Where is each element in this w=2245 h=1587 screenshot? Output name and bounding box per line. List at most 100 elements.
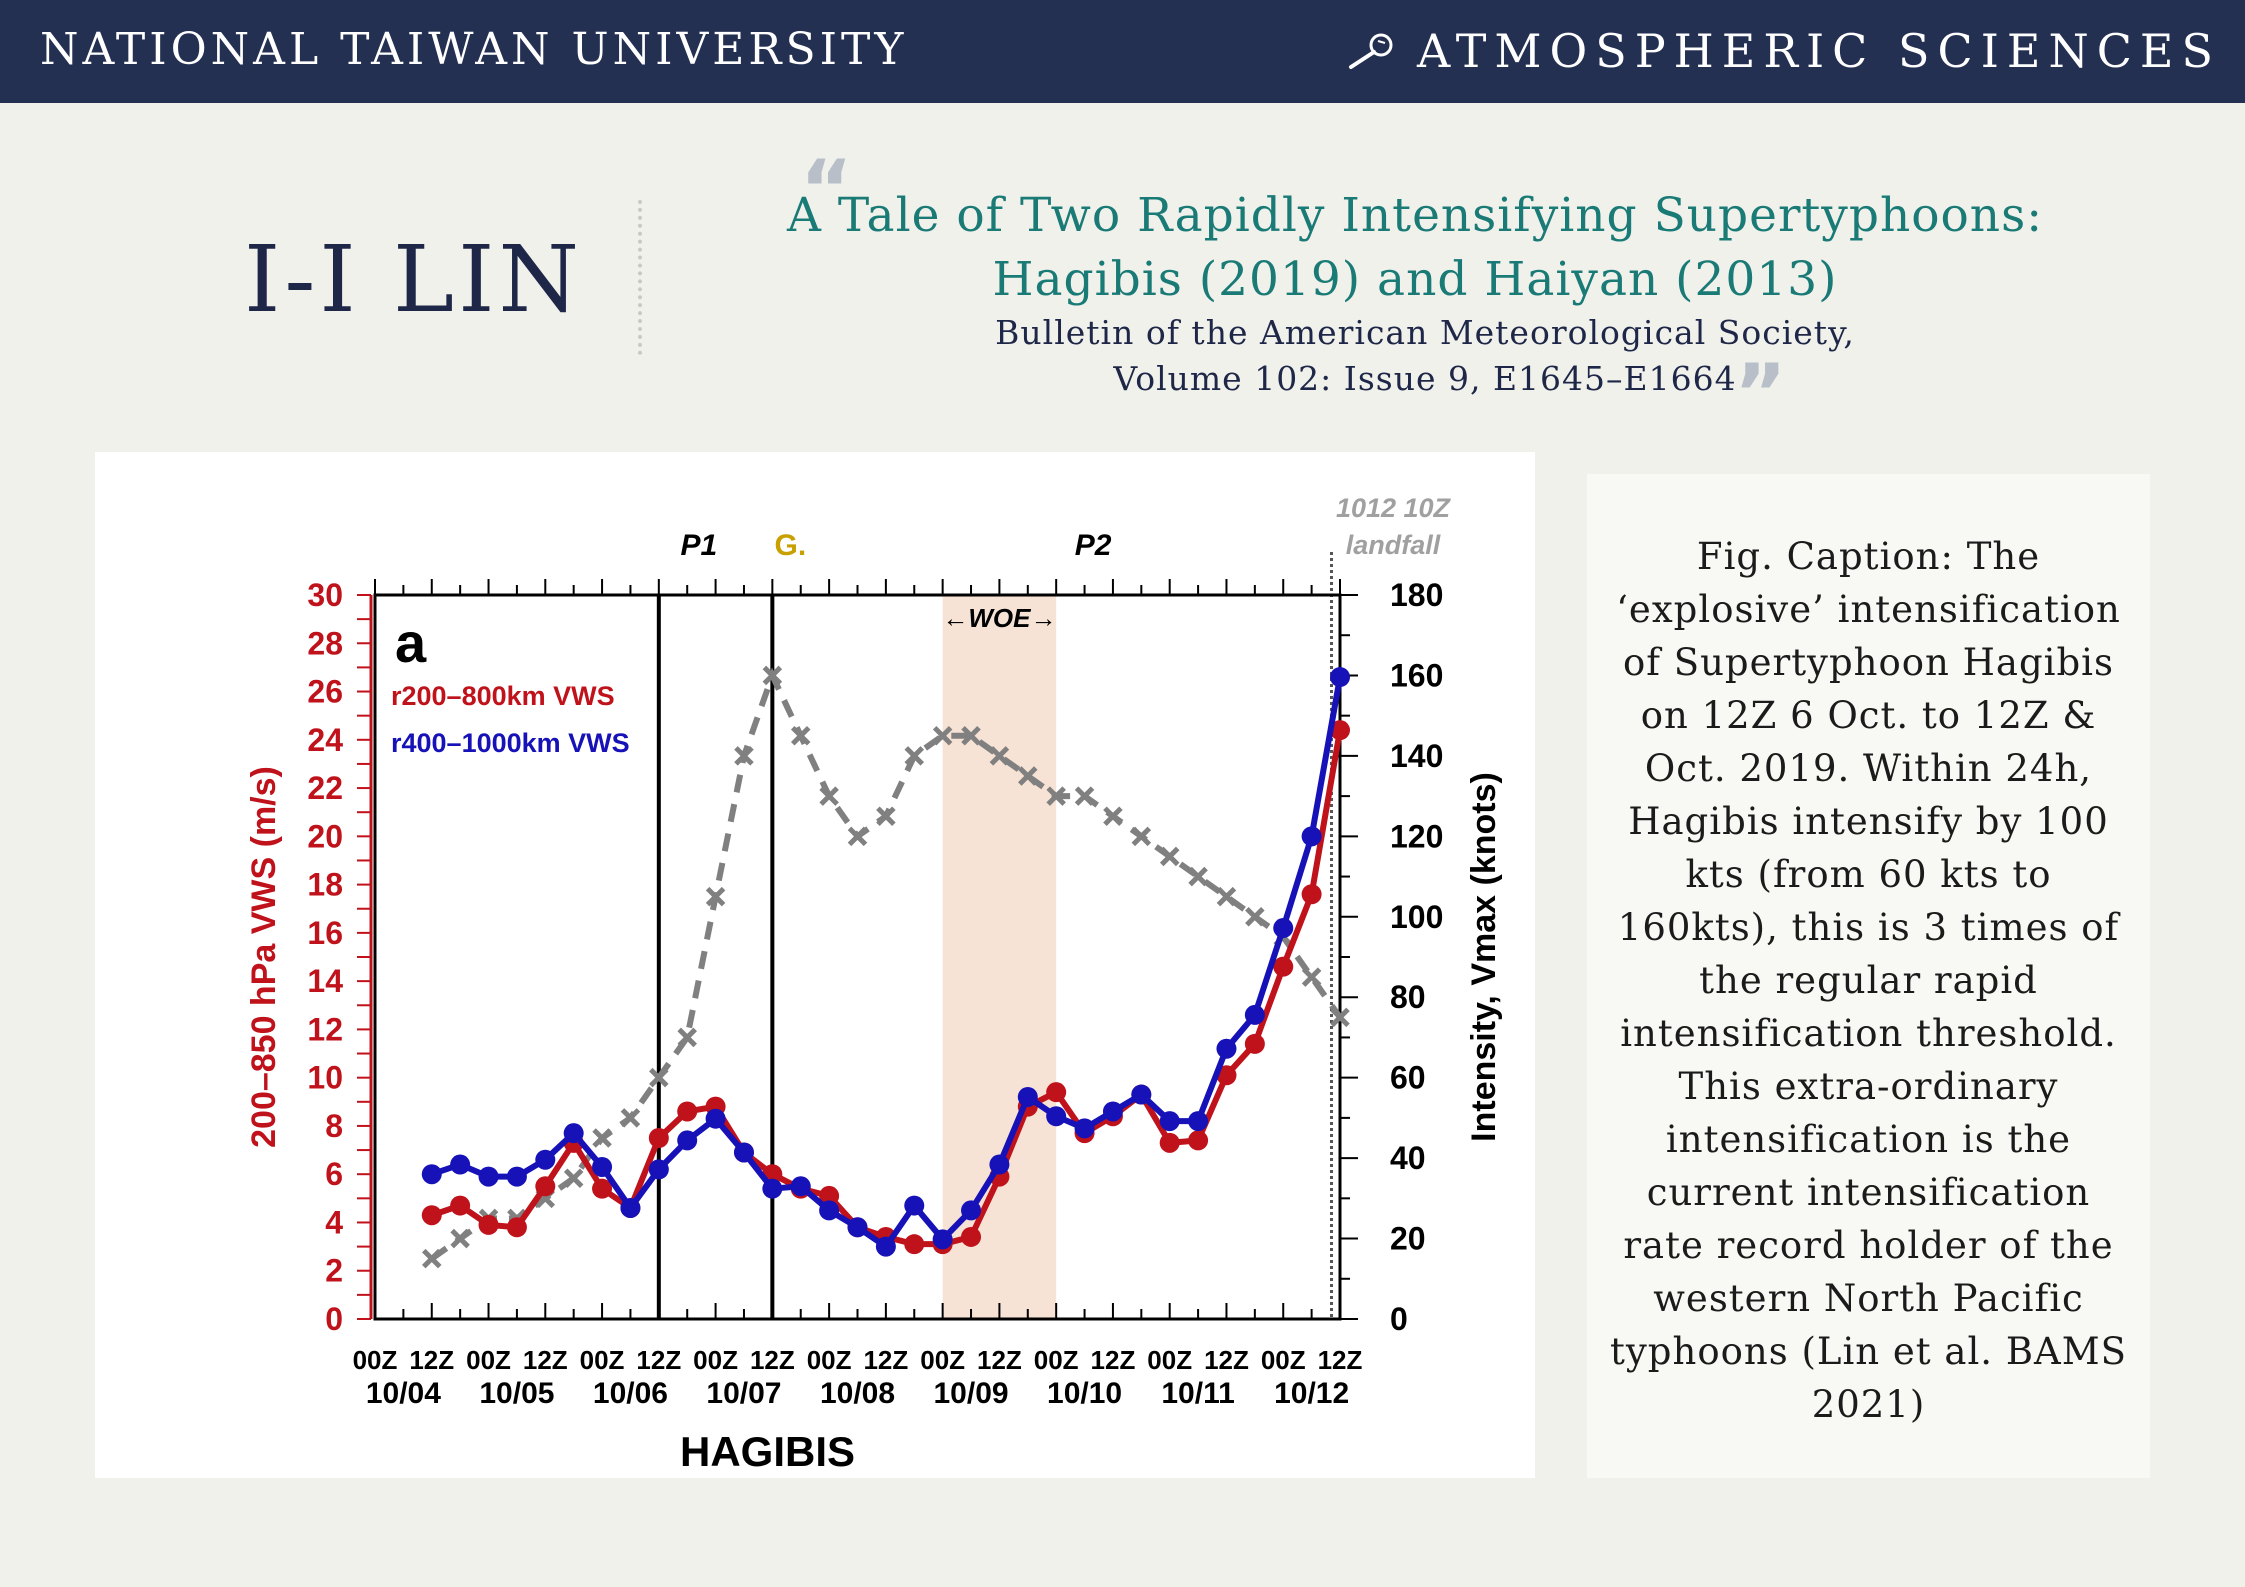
annotation-p2: P2	[1075, 529, 1112, 562]
intensity-marker	[563, 1168, 584, 1188]
x-tick-label-date: 10/11	[1161, 1377, 1234, 1410]
left-tick-label: 10	[307, 1060, 343, 1096]
right-tick-label: 40	[1390, 1140, 1426, 1176]
x-tick-label-time: 00Z	[807, 1345, 852, 1375]
quote-close-icon: ”	[1734, 347, 1787, 440]
legend-entry-blue: r400–1000km VWS	[391, 728, 630, 758]
vws-blue-point	[932, 1229, 953, 1250]
vws-blue-point	[1301, 826, 1322, 847]
x-tick-label-time: 00Z	[353, 1345, 398, 1375]
vws-blue-point	[961, 1200, 982, 1221]
x-tick-label-time: 00Z	[466, 1345, 511, 1375]
vws-blue-point	[904, 1195, 925, 1216]
x-tick-label-date: 10/05	[479, 1377, 554, 1410]
vws-blue-point	[1159, 1111, 1180, 1132]
x-tick-label-date: 10/07	[706, 1377, 781, 1410]
annotation-landfall-time: 1012 10Z	[1336, 493, 1452, 523]
x-tick-label-date: 10/08	[820, 1377, 895, 1410]
right-axis-label: Intensity, Vmax (knots)	[1465, 772, 1503, 1142]
right-tick-label: 120	[1390, 818, 1443, 854]
vws-blue-point	[1216, 1038, 1237, 1059]
vws-blue-point	[1188, 1111, 1209, 1132]
figure-caption: Fig. Caption: The ‘explosive’ intensific…	[1610, 535, 2127, 1426]
vws-red-point	[1273, 956, 1294, 977]
vws-red-point	[506, 1217, 527, 1238]
intensity-marker	[762, 665, 783, 686]
intensity-marker	[734, 746, 754, 766]
telescope-icon	[1349, 33, 1393, 69]
right-tick-label: 160	[1390, 657, 1443, 693]
vws-red-point	[450, 1195, 471, 1216]
x-tick-label-time: 12Z	[636, 1345, 681, 1375]
vws-blue-point	[620, 1197, 641, 1218]
vws-red-point	[535, 1176, 556, 1197]
intensity-marker	[677, 1027, 697, 1048]
annotation-p1: P1	[680, 529, 717, 562]
annotation-g: G.	[775, 529, 807, 562]
paper-title-line2: Hagibis (2019) and Haiyan (2013)	[992, 252, 1838, 307]
left-tick-label: 0	[325, 1301, 343, 1337]
vws-red-line	[430, 729, 1343, 1248]
right-tick-label: 0	[1390, 1301, 1408, 1337]
vws-blue-point	[421, 1164, 442, 1185]
intensity-marker	[705, 886, 726, 907]
vws-red-point	[1159, 1132, 1180, 1153]
right-tick-label: 100	[1390, 899, 1443, 935]
vws-blue-point	[875, 1236, 896, 1257]
intensity-marker	[1103, 806, 1123, 826]
intensity-marker	[450, 1228, 470, 1249]
vws-blue-point	[1330, 667, 1350, 688]
panel-label: a	[395, 611, 427, 674]
right-tick-label: 60	[1390, 1060, 1426, 1096]
vws-blue-point	[563, 1123, 584, 1144]
vws-blue-point	[847, 1217, 868, 1238]
department-name: ATMOSPHERIC SCIENCES	[1345, 24, 2221, 78]
x-tick-label-time: 12Z	[409, 1345, 454, 1375]
vws-blue-point	[535, 1149, 556, 1170]
x-tick-label-time: 00Z	[920, 1345, 965, 1375]
intensity-marker	[1074, 786, 1095, 806]
left-tick-label: 16	[307, 915, 343, 951]
legend-entry-red: r200–800km VWS	[391, 681, 615, 711]
intensity-marker	[421, 1248, 442, 1269]
x-tick-label-time: 12Z	[1204, 1345, 1249, 1375]
x-tick-label-time: 00Z	[580, 1345, 625, 1375]
intensity-marker	[1216, 886, 1237, 907]
x-tick-label-time: 00Z	[1147, 1345, 1192, 1375]
vws-blue-point	[705, 1108, 726, 1129]
vws-red-point	[961, 1226, 982, 1247]
intensity-marker	[1018, 766, 1038, 786]
intensity-marker	[989, 746, 1010, 766]
vws-blue-point	[478, 1166, 499, 1187]
left-tick-label: 28	[307, 625, 343, 661]
right-tick-label: 180	[1390, 577, 1443, 613]
journal-citation: Bulletin of the American Meteorological …	[870, 310, 1980, 402]
left-axis-label: 200–850 hPa VWS (m/s)	[245, 766, 283, 1148]
x-tick-label-time: 00Z	[693, 1345, 738, 1375]
woe-shaded-band	[942, 595, 1057, 1319]
left-tick-label: 20	[307, 818, 343, 854]
vws-red-point	[1301, 884, 1322, 905]
chart: 00Z 12Z 00Z 12Z 00Z 12Z 00Z 12Z 00Z 12Z 00Z 12Z 00Z 1…	[245, 493, 1503, 1475]
x-tick-label-time: 12Z	[977, 1345, 1022, 1375]
header-bar: NATIONAL TAIWAN UNIVERSITY ATMOSPHERIC S…	[0, 0, 2245, 103]
vws-blue-point	[1244, 1004, 1265, 1025]
annotation-landfall-label: landfall	[1346, 530, 1441, 560]
x-tick-label-date: 10/09	[933, 1377, 1008, 1410]
intensity-marker	[932, 726, 953, 746]
paper-title-line1: A Tale of Two Rapidly Intensifying Super…	[786, 188, 2044, 243]
x-tick-label-time: 12Z	[523, 1345, 568, 1375]
intensity-marker	[592, 1128, 612, 1148]
divider	[638, 200, 642, 355]
vws-blue-point	[1074, 1118, 1095, 1139]
vws-blue-point	[819, 1200, 840, 1221]
right-tick-label: 80	[1390, 979, 1426, 1015]
right-tick-label: 140	[1390, 738, 1443, 774]
intensity-marker	[819, 786, 839, 806]
journal-line2: Volume 102: Issue 9, E1645–E1664	[1113, 359, 1737, 398]
left-tick-label: 18	[307, 867, 343, 903]
vws-blue-point	[733, 1142, 754, 1163]
vws-blue-point	[1017, 1086, 1038, 1107]
intensity-marker	[1046, 786, 1066, 806]
vws-red-point	[677, 1101, 698, 1122]
